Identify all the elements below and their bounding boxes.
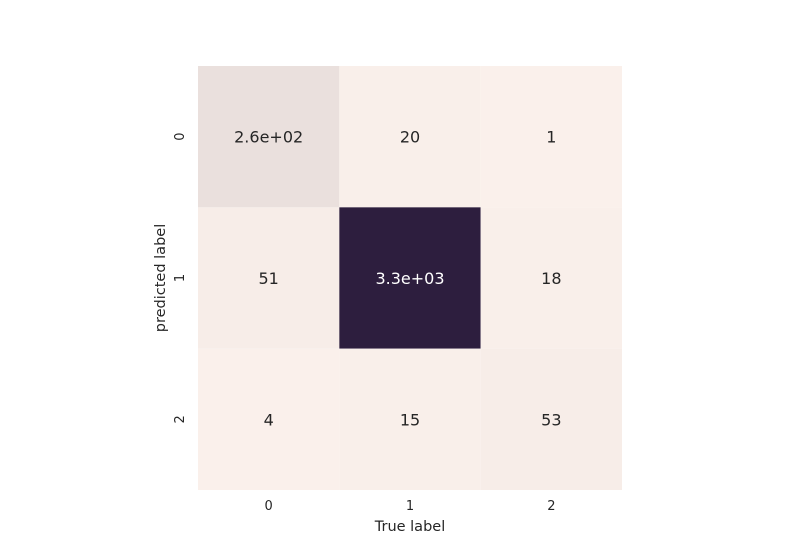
cell-value-label-0-1: 20 xyxy=(400,128,420,147)
heatmap-cells: 2.6e+02 20 1 51 3.3e+03 18 4 15 53 xyxy=(198,66,622,490)
cell-value-label-1-0: 51 xyxy=(258,269,278,288)
x-tick-label-0: 0 xyxy=(265,499,273,514)
y-tick-label-0: 0 xyxy=(173,133,188,141)
x-axis-label: True label xyxy=(374,519,445,535)
y-axis-label: predicted label xyxy=(153,224,169,332)
cell-value-label-2-0: 4 xyxy=(264,410,274,429)
cell-value-label-0-2: 1 xyxy=(546,128,556,147)
x-tick-label-1: 1 xyxy=(406,499,414,514)
heatmap-cell-2-2 xyxy=(480,348,622,490)
heatmap-cell-1-2 xyxy=(480,207,622,349)
y-axis-ticks: 0 1 2 xyxy=(173,133,188,424)
y-tick-label-2: 2 xyxy=(173,415,188,423)
heatmap-cell-2-1 xyxy=(339,348,481,490)
cell-value-label-1-1: 3.3e+03 xyxy=(375,269,444,288)
heatmap-cell-1-1 xyxy=(339,207,481,349)
heatmap-cell-0-2 xyxy=(480,66,622,208)
x-axis-ticks: 0 1 2 xyxy=(265,499,556,514)
heatmap-cell-1-0 xyxy=(198,207,340,349)
x-tick-label-2: 2 xyxy=(547,499,555,514)
heatmap-cell-0-0 xyxy=(198,66,340,208)
cell-value-label-1-2: 18 xyxy=(541,269,561,288)
heatmap-cell-0-1 xyxy=(339,66,481,208)
cell-value-label-2-2: 53 xyxy=(541,410,561,429)
cell-value-label-2-1: 15 xyxy=(400,410,420,429)
cell-value-label-0-0: 2.6e+02 xyxy=(234,128,303,147)
heatmap-cell-2-0 xyxy=(198,348,340,490)
y-tick-label-1: 1 xyxy=(173,274,188,282)
